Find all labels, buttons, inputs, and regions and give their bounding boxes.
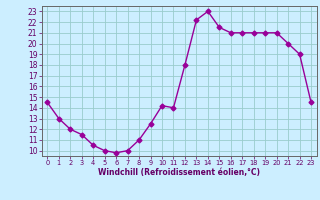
X-axis label: Windchill (Refroidissement éolien,°C): Windchill (Refroidissement éolien,°C)	[98, 168, 260, 177]
